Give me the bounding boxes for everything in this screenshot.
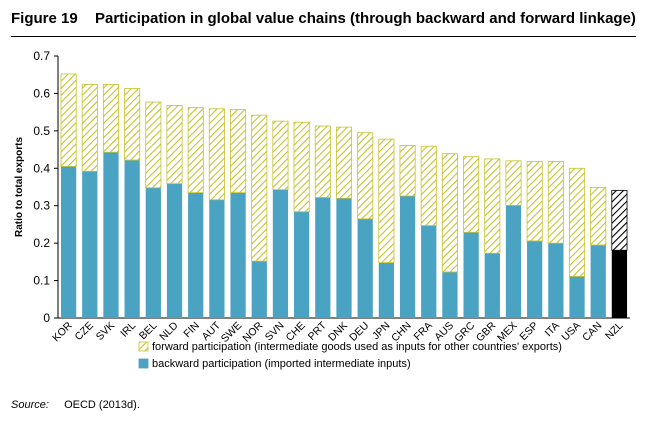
- stacked-bar-chart: 0 0.1 0.2 0.3 0.4 0.5 0.6 0.7 Ratio to total exp…: [14, 49, 630, 370]
- bar-forward-usa: [569, 167, 586, 277]
- figure-number: Figure 19: [11, 10, 78, 27]
- bar-forward-ita: [547, 161, 564, 244]
- x-tick-label: SVK: [94, 320, 117, 343]
- source-note: Source: OECD (2013d).: [11, 399, 140, 411]
- bar-forward-cze: [81, 84, 98, 172]
- bar-forward-fra: [420, 145, 437, 226]
- bar-forward-dnk: [335, 126, 353, 199]
- bar-forward-aut: [208, 108, 225, 201]
- bar-backward-kor: [60, 166, 77, 318]
- bar-backward-nld: [166, 183, 183, 318]
- bars: [60, 73, 628, 318]
- x-tick-label: CZE: [73, 320, 96, 343]
- x-tick-label: BEL: [137, 320, 160, 343]
- x-tick-label: ESP: [517, 320, 540, 343]
- bar-forward-che: [293, 121, 310, 213]
- bar-forward-fin: [187, 107, 204, 194]
- bar-forward-grc: [463, 156, 480, 233]
- bar-backward-aut: [209, 199, 225, 318]
- x-tick-label: NZL: [603, 320, 626, 343]
- bar-backward-can: [590, 245, 606, 318]
- x-tick-label: AUS: [432, 320, 456, 344]
- bar-forward-bel: [145, 101, 162, 189]
- bar-forward-irl: [124, 88, 141, 161]
- bar-forward-nor: [251, 114, 268, 262]
- bar-forward-chn: [399, 145, 416, 197]
- bar-backward-swe: [230, 192, 246, 318]
- bar-forward-aus: [441, 153, 458, 273]
- bar-backward-nzl: [611, 250, 628, 318]
- y-tick-label: 0.1: [33, 274, 50, 288]
- bar-backward-nor: [251, 261, 267, 318]
- bar-backward-mex: [505, 205, 522, 318]
- y-tick-label: 0.6: [33, 86, 50, 100]
- bar-backward-dnk: [336, 198, 352, 318]
- bar-backward-ita: [548, 243, 564, 318]
- bar-backward-jpn: [378, 262, 394, 318]
- legend: forward participation (intermediate good…: [138, 341, 562, 370]
- source-label: Source:: [11, 399, 49, 411]
- x-tick-label: ITA: [542, 320, 561, 339]
- bar-forward-deu: [357, 132, 374, 220]
- y-tick-label: 0.5: [33, 124, 50, 138]
- x-tick-label: IRL: [118, 320, 138, 340]
- bar-forward-mex: [505, 160, 522, 206]
- bar-forward-jpn: [378, 138, 395, 264]
- bar-forward-nld: [166, 105, 183, 185]
- legend-swatch-backward: [138, 358, 149, 369]
- bar-backward-bel: [145, 187, 161, 318]
- bar-backward-deu: [357, 218, 373, 318]
- figure-title: Participation in global value chains (th…: [95, 10, 636, 27]
- y-tick-label: 0.2: [33, 236, 50, 250]
- x-tick-label: PRT: [306, 319, 330, 343]
- legend-label-backward: backward participation (imported interme…: [152, 358, 411, 370]
- bar-backward-fra: [421, 225, 437, 318]
- x-tick-label: FRA: [412, 320, 435, 343]
- bar-backward-prt: [315, 197, 331, 318]
- x-tick-label: FIN: [181, 320, 201, 340]
- figure-header: Figure 19 Participation in global value …: [11, 8, 636, 37]
- y-tick-label: 0.7: [33, 49, 50, 63]
- y-tick-label: 0: [43, 311, 50, 325]
- bar-forward-kor: [60, 73, 77, 167]
- y-tick-label: 0.4: [33, 161, 50, 175]
- bar-backward-che: [294, 211, 310, 318]
- bar-forward-svk: [102, 84, 119, 153]
- x-tick-label: SVN: [263, 320, 287, 344]
- bar-backward-esp: [527, 240, 543, 318]
- bar-backward-fin: [188, 192, 204, 318]
- bar-forward-can: [590, 186, 607, 246]
- bar-forward-nzl: [611, 189, 628, 251]
- bar-backward-chn: [399, 195, 416, 318]
- x-tick-label: KOR: [50, 319, 75, 344]
- bar-forward-prt: [314, 125, 331, 198]
- bar-forward-swe: [230, 109, 247, 194]
- bar-backward-usa: [569, 276, 585, 318]
- bar-backward-svk: [103, 152, 119, 318]
- x-tick-label: JPN: [370, 320, 393, 343]
- source-text: OECD (2013d).: [64, 399, 140, 411]
- x-tick-label: AUT: [200, 319, 224, 343]
- bar-backward-grc: [463, 232, 479, 318]
- bar-forward-gbr: [484, 158, 501, 254]
- bar-backward-irl: [124, 160, 140, 318]
- legend-swatch-forward: [138, 341, 149, 352]
- bar-backward-gbr: [484, 253, 500, 318]
- legend-label-forward: forward participation (intermediate good…: [152, 341, 562, 353]
- bar-forward-esp: [526, 161, 543, 242]
- y-axis-label: Ratio to total exports: [14, 137, 25, 237]
- y-tick-label: 0.3: [33, 199, 50, 213]
- bar-forward-svn: [272, 120, 289, 191]
- bar-backward-svn: [272, 189, 289, 318]
- bar-backward-aus: [442, 271, 458, 318]
- x-tick-label: CAN: [580, 320, 604, 344]
- bar-backward-cze: [82, 171, 98, 318]
- x-tick-label: NLD: [157, 319, 181, 343]
- x-tick-label: USA: [559, 320, 583, 344]
